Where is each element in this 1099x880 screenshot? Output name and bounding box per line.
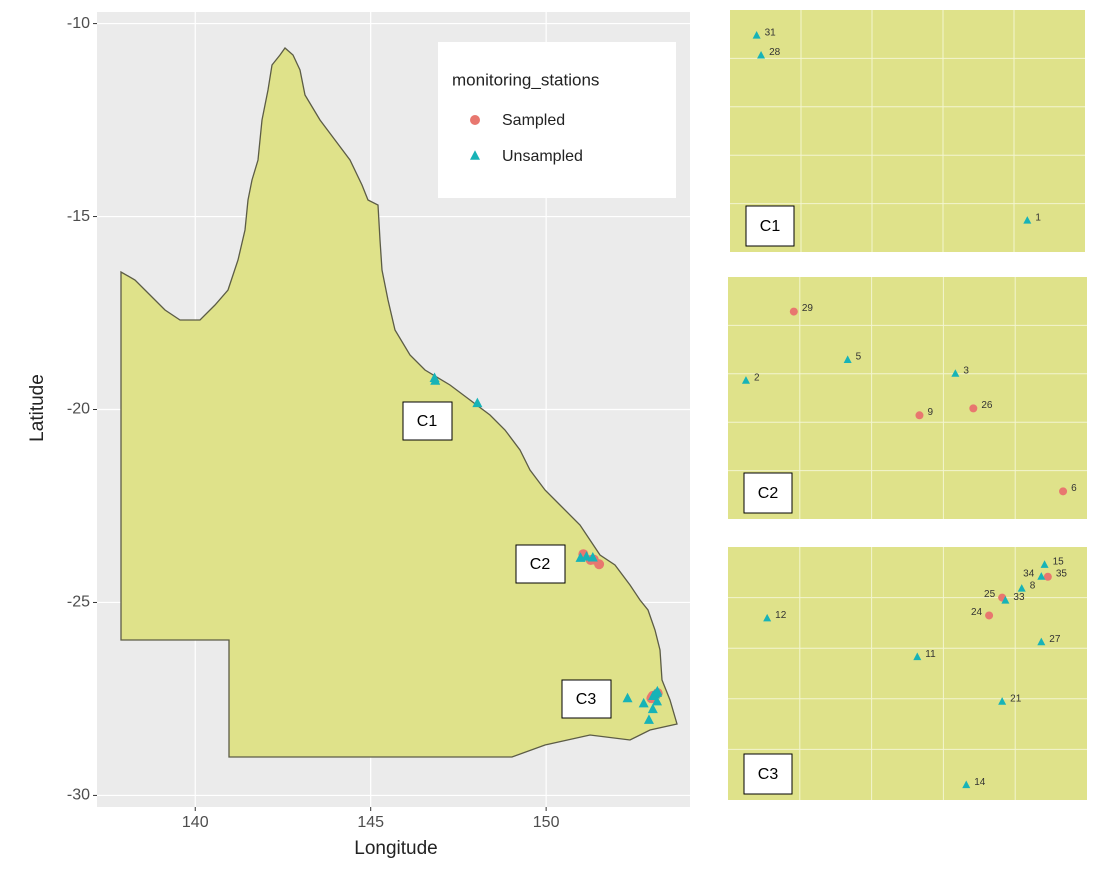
y-axis-title: Latitude	[27, 374, 48, 442]
cluster-box	[515, 544, 566, 584]
station-marker	[843, 355, 852, 363]
station-label: 6	[1071, 483, 1077, 494]
station-marker	[581, 551, 592, 561]
y-tick-label: -20	[67, 401, 90, 418]
station-marker	[757, 50, 766, 59]
station-label: 25	[984, 589, 996, 600]
legend-marker	[470, 115, 480, 125]
station-label: 26	[981, 400, 993, 411]
station-marker	[1037, 572, 1046, 580]
y-tick-label: -30	[67, 787, 90, 804]
cluster-box	[402, 401, 453, 441]
station-label: 3	[963, 365, 969, 376]
station-marker	[587, 551, 598, 562]
station-marker	[575, 552, 586, 562]
station-label: 9	[927, 407, 933, 418]
inset-label-box	[743, 753, 793, 795]
station-label: 21	[1010, 693, 1022, 704]
station-marker	[1023, 216, 1032, 224]
station-marker	[652, 695, 663, 706]
legend-title: monitoring_stations	[452, 70, 599, 89]
station-label: 14	[974, 777, 986, 788]
station-marker	[622, 692, 633, 703]
station-marker	[647, 703, 658, 714]
x-tick-label: 145	[357, 814, 384, 831]
station-marker	[1040, 560, 1049, 568]
station-marker	[998, 697, 1007, 705]
station-marker	[1037, 637, 1046, 646]
station-label: 24	[971, 607, 983, 618]
station-label: 5	[856, 352, 862, 363]
station-marker	[789, 307, 798, 316]
legend-label: Unsampled	[502, 148, 583, 165]
cluster-label: C1	[417, 413, 438, 430]
station-label: 29	[802, 303, 814, 314]
station-label: 11	[925, 649, 936, 660]
station-marker	[985, 611, 994, 620]
station-marker	[752, 31, 761, 39]
station-marker	[1059, 487, 1068, 496]
inset-label: C3	[758, 766, 779, 783]
legend-label: Sampled	[502, 112, 565, 129]
legend-marker	[470, 150, 480, 160]
station-label: 28	[769, 47, 781, 58]
station-marker	[915, 411, 924, 420]
y-tick-label: -10	[67, 15, 90, 32]
station-marker	[962, 780, 971, 789]
station-marker	[913, 652, 922, 661]
station-label: 31	[765, 27, 777, 38]
station-marker	[430, 375, 441, 385]
station-marker	[1017, 584, 1026, 592]
station-label: 1	[1035, 212, 1041, 223]
inset-label-box	[745, 205, 795, 247]
inset-label: C1	[760, 218, 781, 235]
station-marker	[638, 697, 649, 708]
station-label: 12	[775, 610, 787, 621]
x-tick-label: 140	[182, 814, 209, 831]
station-marker	[643, 714, 654, 724]
station-marker	[763, 613, 772, 622]
inset-label: C2	[758, 485, 779, 502]
station-label: 2	[754, 372, 760, 383]
station-label: 15	[1053, 556, 1065, 567]
x-tick-label: 150	[533, 814, 560, 831]
station-marker	[652, 685, 663, 696]
y-tick-label: -15	[67, 208, 90, 225]
station-marker	[951, 369, 960, 377]
x-axis-title: Longitude	[354, 838, 437, 859]
station-marker	[472, 397, 483, 408]
inset-label-box	[743, 472, 793, 514]
station-label: 35	[1056, 568, 1068, 579]
cluster-label: C2	[530, 556, 551, 573]
station-label: 8	[1030, 580, 1036, 591]
station-marker	[594, 559, 605, 570]
cluster-box	[561, 679, 612, 719]
station-marker	[741, 376, 750, 384]
station-marker	[969, 404, 978, 413]
station-marker	[1043, 572, 1052, 581]
station-label: 33	[1013, 592, 1025, 603]
station-label: 27	[1049, 634, 1061, 645]
station-label: 34	[1023, 568, 1035, 579]
station-marker	[1001, 595, 1010, 604]
cluster-label: C3	[576, 691, 597, 708]
y-tick-label: -25	[67, 594, 90, 611]
